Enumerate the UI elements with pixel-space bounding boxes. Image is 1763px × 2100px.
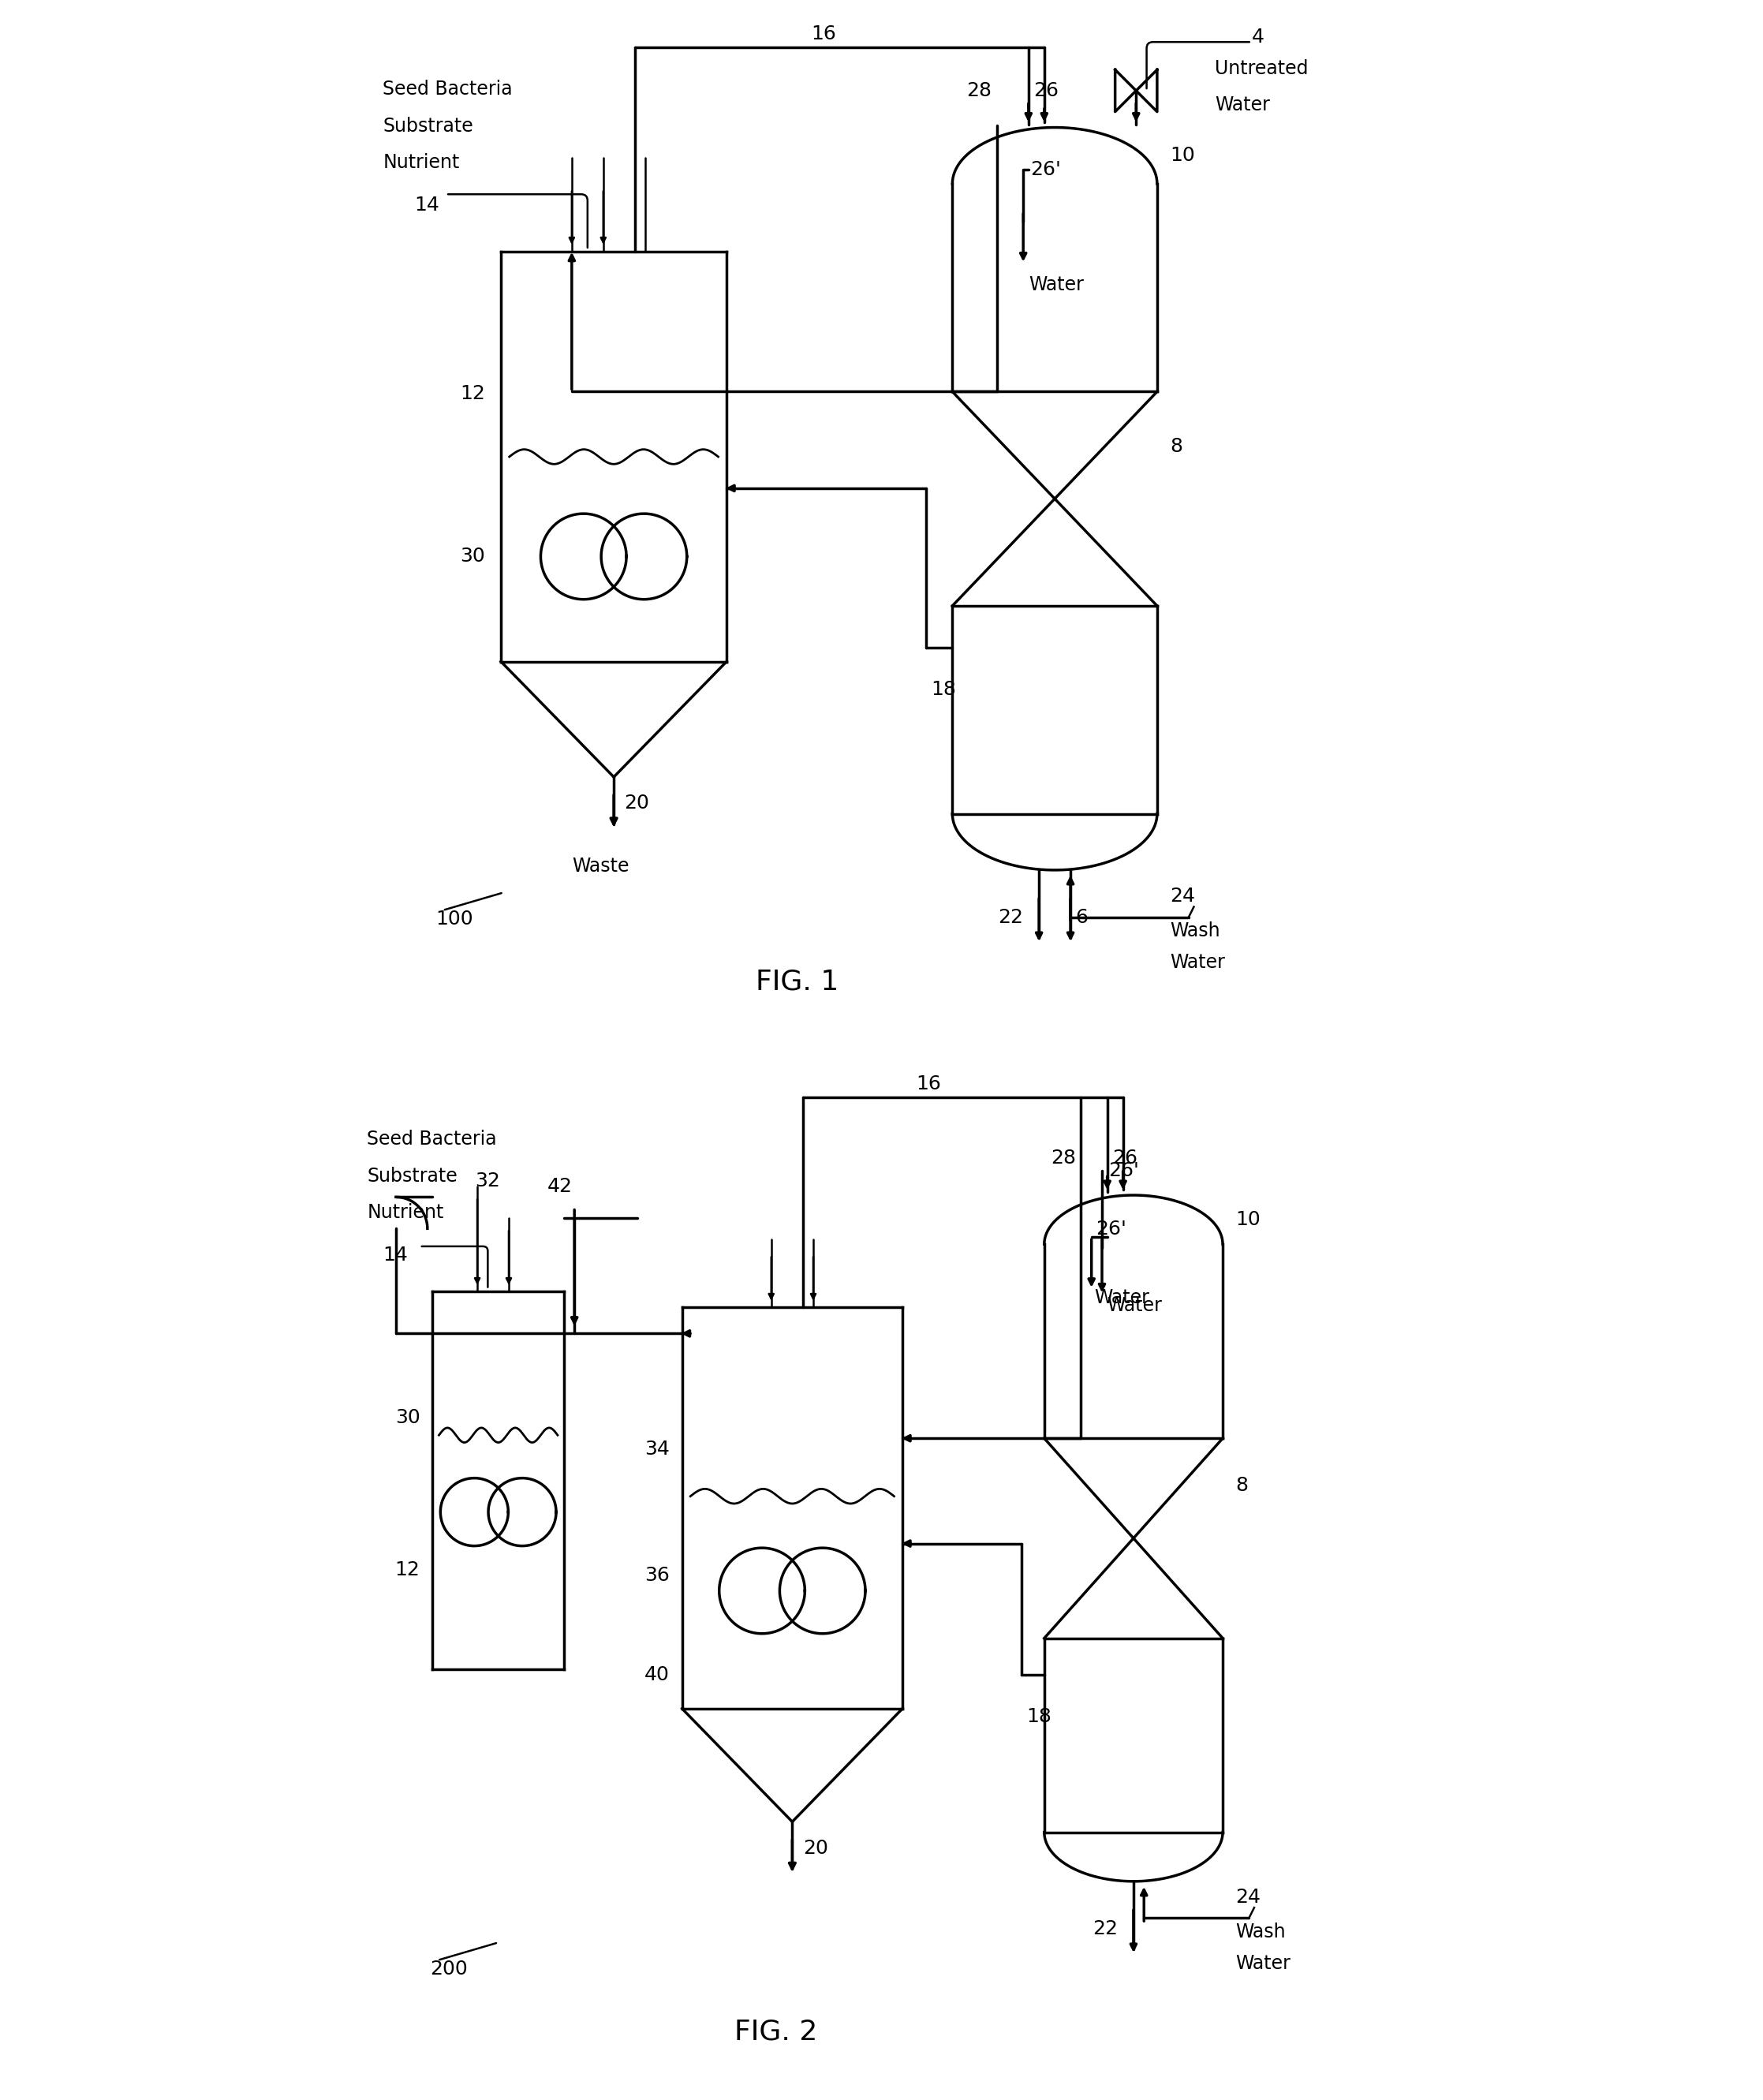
Text: 16: 16 — [811, 23, 836, 44]
Text: 30: 30 — [395, 1407, 420, 1428]
Text: 8: 8 — [1169, 437, 1183, 456]
Text: Untreated: Untreated — [1215, 59, 1308, 78]
Text: Substrate: Substrate — [367, 1166, 458, 1186]
Text: Water: Water — [1095, 1289, 1149, 1308]
Text: Wash: Wash — [1169, 922, 1220, 941]
Text: FIG. 2: FIG. 2 — [735, 2018, 818, 2045]
Text: Nutrient: Nutrient — [383, 153, 460, 172]
Text: 20: 20 — [802, 1838, 829, 1858]
Text: 24: 24 — [1236, 1888, 1261, 1907]
Text: 12: 12 — [395, 1560, 420, 1579]
Text: 20: 20 — [624, 794, 649, 813]
Text: Seed Bacteria: Seed Bacteria — [383, 80, 513, 99]
Text: Seed Bacteria: Seed Bacteria — [367, 1130, 497, 1149]
Text: 22: 22 — [998, 907, 1023, 926]
Text: Water: Water — [1236, 1953, 1291, 1972]
Text: 16: 16 — [917, 1073, 941, 1094]
Text: Wash: Wash — [1236, 1922, 1285, 1940]
Text: 26: 26 — [1033, 82, 1060, 101]
Text: 4: 4 — [1252, 27, 1264, 46]
Text: 14: 14 — [414, 195, 439, 214]
Text: 40: 40 — [643, 1665, 670, 1684]
Text: 26': 26' — [1031, 160, 1061, 178]
Text: 200: 200 — [430, 1959, 467, 1978]
Text: 8: 8 — [1236, 1476, 1248, 1495]
Text: 36: 36 — [643, 1564, 670, 1586]
Text: 24: 24 — [1169, 886, 1195, 905]
Text: 34: 34 — [643, 1439, 670, 1459]
Text: 6: 6 — [1075, 907, 1088, 926]
Text: 10: 10 — [1169, 147, 1195, 166]
Text: 12: 12 — [460, 384, 485, 403]
Text: 42: 42 — [547, 1176, 573, 1197]
Text: 26': 26' — [1095, 1220, 1127, 1239]
Text: 100: 100 — [435, 909, 472, 928]
Text: 22: 22 — [1093, 1919, 1118, 1938]
Text: 26: 26 — [1112, 1149, 1137, 1168]
Text: 10: 10 — [1236, 1210, 1261, 1228]
Text: Waste: Waste — [571, 857, 629, 876]
Text: 32: 32 — [476, 1172, 501, 1191]
Text: Substrate: Substrate — [383, 115, 472, 136]
Text: 30: 30 — [460, 546, 485, 567]
Text: Water: Water — [1215, 94, 1269, 115]
Text: FIG. 1: FIG. 1 — [756, 968, 839, 995]
Text: 18: 18 — [931, 680, 957, 699]
Text: 26': 26' — [1109, 1161, 1139, 1180]
Text: 28: 28 — [966, 82, 993, 101]
Text: Nutrient: Nutrient — [367, 1203, 444, 1222]
Text: Water: Water — [1169, 953, 1225, 972]
Text: 28: 28 — [1051, 1149, 1075, 1168]
Text: 14: 14 — [383, 1245, 407, 1264]
Text: 18: 18 — [1026, 1707, 1051, 1726]
Text: Water: Water — [1028, 275, 1084, 294]
Text: Water: Water — [1107, 1296, 1162, 1315]
